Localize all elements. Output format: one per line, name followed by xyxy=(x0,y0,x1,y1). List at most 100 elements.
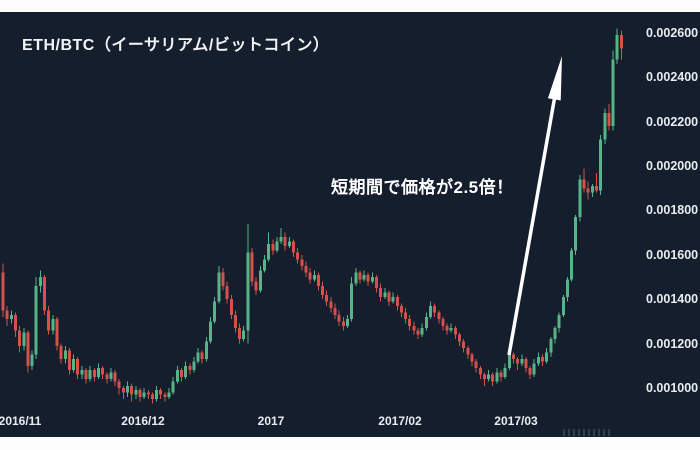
candle-body xyxy=(433,305,437,313)
candle-body xyxy=(254,281,258,291)
candle-body xyxy=(491,374,495,382)
candle-body xyxy=(599,139,603,191)
candle-body xyxy=(437,312,441,320)
candle-body xyxy=(275,241,279,251)
candle-body xyxy=(503,368,507,377)
candle-body xyxy=(395,297,399,306)
candle-body xyxy=(615,35,619,60)
candle-body xyxy=(578,179,582,218)
candle-body xyxy=(26,332,30,366)
candle-body xyxy=(333,308,337,315)
candle-body xyxy=(221,272,225,286)
candle-body xyxy=(611,59,615,127)
candle-body xyxy=(337,314,341,322)
candle-body xyxy=(354,272,358,284)
candle-body xyxy=(76,359,80,375)
candle-body xyxy=(18,330,22,346)
candle-body xyxy=(238,328,242,340)
candle-body xyxy=(511,354,515,360)
candle-body xyxy=(67,350,71,371)
candle-body xyxy=(55,319,59,346)
candle-body xyxy=(159,390,163,395)
candle-body xyxy=(449,328,453,331)
bottom-white-strip xyxy=(0,437,700,450)
candle-body xyxy=(553,328,557,340)
candle-body xyxy=(9,314,13,320)
candle-body xyxy=(267,243,271,260)
candle-body xyxy=(570,250,574,280)
candle-body xyxy=(549,339,553,353)
candle-body xyxy=(341,321,345,326)
candle-body xyxy=(233,314,237,329)
candle-body xyxy=(458,334,461,342)
candle-body xyxy=(163,394,167,397)
candle-body xyxy=(408,319,412,326)
candle-body xyxy=(105,374,109,380)
candle-body xyxy=(117,381,121,388)
candle-body xyxy=(404,312,408,320)
candle-body xyxy=(541,356,544,362)
candle-body xyxy=(478,368,482,375)
candle-body xyxy=(325,294,329,302)
candle-body xyxy=(84,370,88,380)
candle-body xyxy=(171,381,175,393)
candle-body xyxy=(416,330,420,335)
candle-body xyxy=(88,370,92,380)
candle-body xyxy=(22,332,26,346)
candle-body xyxy=(209,321,212,342)
candle-body xyxy=(225,285,229,300)
candle-body xyxy=(1,272,5,311)
candle-body xyxy=(507,354,511,369)
candle-body xyxy=(213,301,217,322)
candle-body xyxy=(428,305,432,317)
candle-body xyxy=(424,316,428,329)
candle-body xyxy=(582,179,586,189)
chart-background xyxy=(0,12,700,437)
candle-body xyxy=(34,285,38,355)
faint-artifact xyxy=(563,429,611,436)
candle-body xyxy=(482,374,486,380)
candle-body xyxy=(262,259,266,271)
candle-body xyxy=(126,385,129,393)
candle-body xyxy=(316,274,320,286)
candle-body xyxy=(155,390,159,400)
up-arrow-head xyxy=(547,56,562,101)
candle-body xyxy=(5,310,9,320)
candle-body xyxy=(487,374,491,380)
candle-body xyxy=(43,277,46,311)
candle-body xyxy=(308,272,312,280)
candle-body xyxy=(217,272,221,302)
candle-body xyxy=(80,370,84,375)
candle-body xyxy=(528,368,532,375)
candle-body xyxy=(370,277,374,282)
candle-body xyxy=(399,305,403,313)
candle-body xyxy=(188,365,192,371)
candle-body xyxy=(246,252,250,331)
candle-body xyxy=(250,252,254,282)
candle-body xyxy=(379,288,383,298)
candle-body xyxy=(453,328,457,335)
candle-body xyxy=(196,352,200,362)
candle-body xyxy=(557,314,561,329)
candle-body xyxy=(470,354,474,362)
candle-body xyxy=(300,259,304,266)
candle-body xyxy=(362,274,366,280)
candle-body xyxy=(30,354,34,366)
candle-body xyxy=(134,390,138,395)
candle-body xyxy=(412,325,416,331)
candle-body xyxy=(420,328,424,335)
candle-body xyxy=(146,392,150,395)
candle-body xyxy=(283,237,287,246)
candle-body xyxy=(607,112,611,127)
candle-body xyxy=(279,237,283,242)
candle-body xyxy=(594,186,598,191)
candle-body xyxy=(142,392,146,397)
candle-body xyxy=(150,394,154,400)
candle-body xyxy=(13,314,17,331)
candle-body xyxy=(532,363,536,375)
candle-body xyxy=(358,272,362,280)
candle-body xyxy=(92,370,96,377)
candle-body xyxy=(441,319,445,326)
annotation-text: 短期間で価格が2.5倍！ xyxy=(331,178,514,197)
